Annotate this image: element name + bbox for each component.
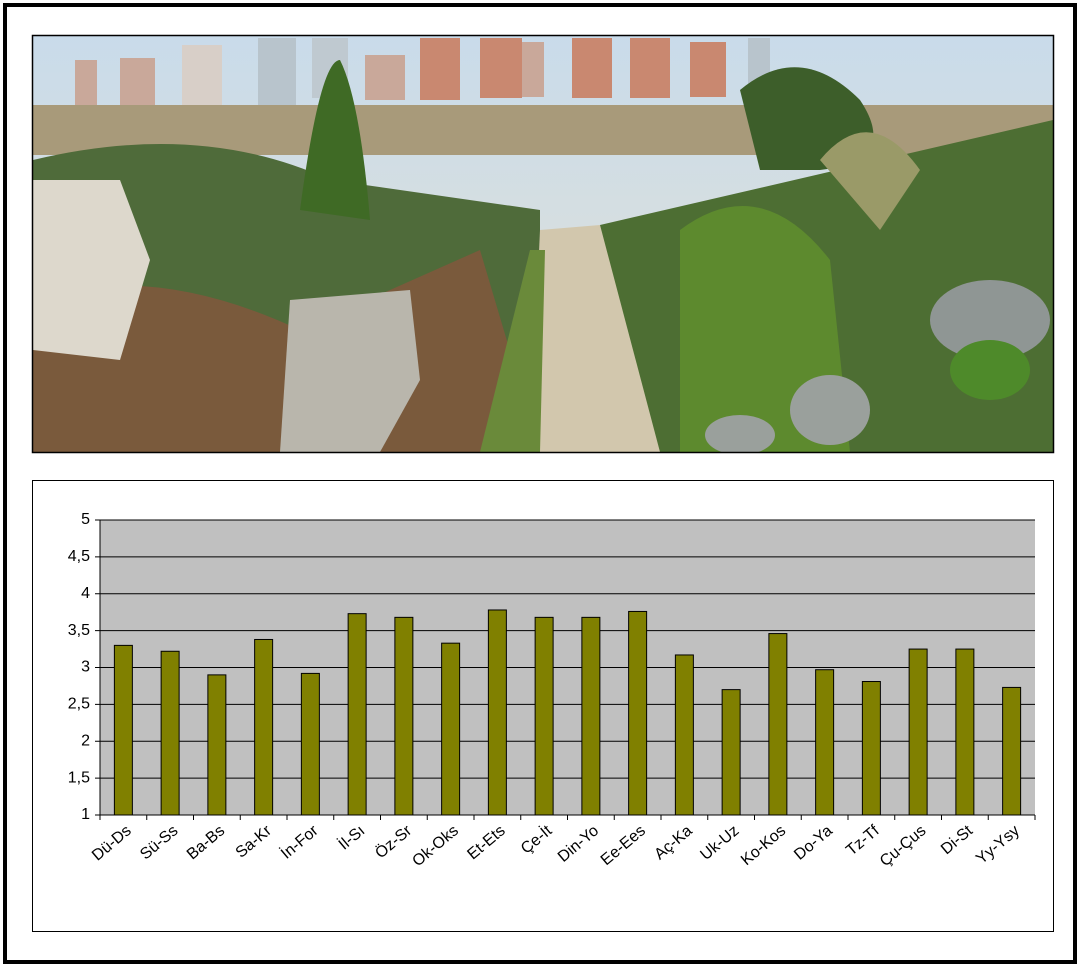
buildings	[75, 38, 770, 110]
rock	[930, 280, 1050, 360]
bar	[487, 609, 507, 816]
bar	[300, 672, 320, 816]
bar	[534, 616, 554, 816]
bar	[908, 648, 928, 816]
y-tick-label: 3	[81, 659, 90, 676]
y-tick-label: 3,5	[68, 622, 90, 639]
photo	[31, 34, 1055, 454]
bar	[674, 654, 694, 816]
rock	[705, 415, 775, 452]
y-tick-label: 1,5	[68, 769, 90, 786]
photo-border	[31, 34, 1055, 454]
shrub	[820, 132, 920, 230]
y-tick-label: 2,5	[68, 696, 90, 713]
bar	[160, 650, 180, 816]
bar	[207, 674, 227, 816]
bar	[441, 642, 461, 816]
bar	[815, 669, 835, 816]
bar	[768, 633, 788, 816]
rock	[790, 375, 870, 445]
bar	[1002, 686, 1022, 816]
stone-path	[530, 225, 665, 452]
y-tick-label: 1	[81, 806, 90, 823]
bar	[347, 613, 367, 816]
bar	[955, 648, 975, 816]
y-tick-label: 4	[81, 585, 90, 602]
y-tick-label: 5	[81, 511, 90, 528]
shrub	[950, 340, 1030, 400]
y-tick-label: 2	[81, 732, 90, 749]
bar	[394, 616, 414, 816]
tree	[300, 60, 370, 220]
bar	[628, 610, 648, 816]
grass	[480, 250, 545, 452]
rock	[280, 290, 420, 452]
bar	[721, 689, 741, 816]
bar	[113, 644, 133, 816]
bar	[581, 616, 601, 816]
rock	[33, 180, 150, 360]
y-tick-label: 4,5	[68, 548, 90, 565]
bar	[861, 681, 881, 816]
soil	[33, 250, 540, 452]
bar	[254, 638, 274, 816]
